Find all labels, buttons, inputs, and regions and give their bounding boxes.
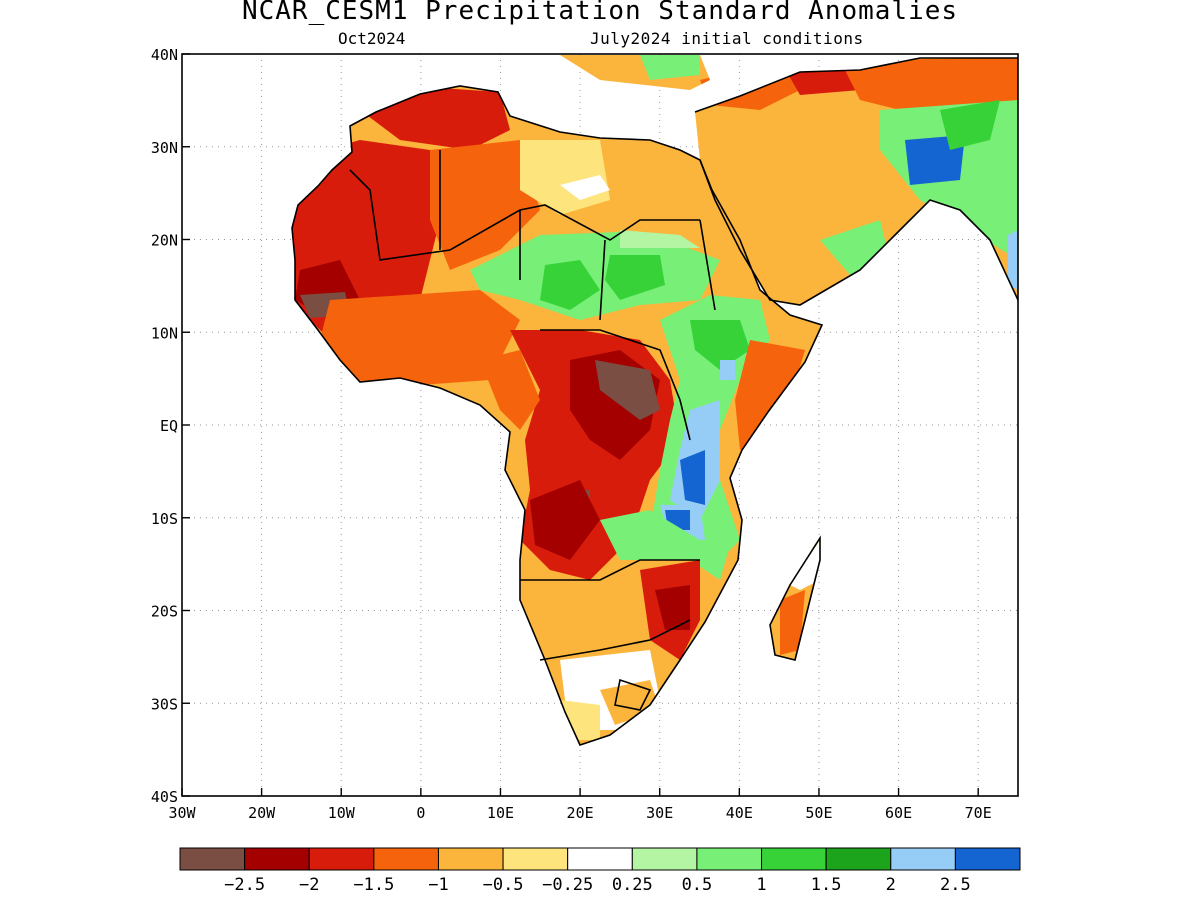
x-tick-label: 40E (726, 804, 753, 822)
y-axis: 40N 30N 20N 10N EQ 10S 20S 30S 40S (151, 46, 190, 806)
colorbar-swatch (825, 847, 892, 871)
colorbar-swatch (244, 847, 310, 871)
colorbar-label: −2 (299, 875, 319, 895)
colorbar-swatch (631, 847, 698, 871)
y-tick-label: EQ (160, 417, 178, 435)
y-tick-label: 40S (151, 788, 178, 806)
x-tick-label: 0 (416, 804, 425, 822)
colorbar-swatch (696, 847, 763, 871)
y-tick-label: 10N (151, 324, 178, 342)
colorbar-label: 2 (886, 875, 896, 895)
x-axis: 30W 20W 10W 0 10E 20E 30E 40E 50E 60E 70E (168, 788, 992, 822)
x-tick-label: 60E (885, 804, 912, 822)
x-tick-label: 70E (965, 804, 992, 822)
x-tick-label: 30E (646, 804, 673, 822)
colorbar-swatch (502, 847, 569, 871)
initial-conditions-label: July2024 initial conditions (590, 29, 864, 48)
colorbar-swatch (954, 847, 1021, 871)
colorbar-label: 0.5 (682, 875, 713, 895)
colorbar-swatch (890, 847, 956, 871)
y-tick-label: 40N (151, 46, 178, 64)
x-tick-label: 10W (328, 804, 356, 822)
colorbar-label: −0.5 (483, 875, 524, 895)
forecast-month: Oct2024 (338, 29, 406, 48)
x-tick-label: 20W (248, 804, 276, 822)
y-tick-label: 10S (151, 510, 178, 528)
colorbar-label: −1 (428, 875, 448, 895)
y-tick-label: 30N (151, 139, 178, 157)
anomaly-field (292, 55, 1018, 745)
y-tick-label: 20N (151, 232, 178, 250)
colorbar-label: −2.5 (224, 875, 265, 895)
colorbar-swatch (567, 847, 633, 871)
colorbar-label: 1.5 (811, 875, 842, 895)
x-tick-label: 20E (567, 804, 594, 822)
colorbar-label: 0.25 (612, 875, 653, 895)
x-tick-label: 10E (487, 804, 514, 822)
colorbar-label: 1 (756, 875, 766, 895)
colorbar: −2.5 −2 −1.5 −1 −0.5 −0.25 0.25 0.5 1 1.5 2 2.5 (179, 847, 1021, 895)
x-tick-label: 50E (805, 804, 832, 822)
y-tick-label: 20S (151, 603, 178, 621)
colorbar-swatch (179, 847, 246, 871)
colorbar-swatch (437, 847, 504, 871)
chart-title: NCAR_CESM1 Precipitation Standard Anomal… (241, 0, 959, 26)
country-borders (291, 57, 1019, 746)
colorbar-label: −1.5 (353, 875, 394, 895)
x-tick-label: 30W (168, 804, 196, 822)
colorbar-label: −0.25 (542, 875, 593, 895)
y-tick-label: 30S (151, 695, 178, 713)
colorbar-swatch (761, 847, 827, 871)
colorbar-swatch (373, 847, 439, 871)
colorbar-label: 2.5 (940, 875, 971, 895)
colorbar-swatch (308, 847, 375, 871)
